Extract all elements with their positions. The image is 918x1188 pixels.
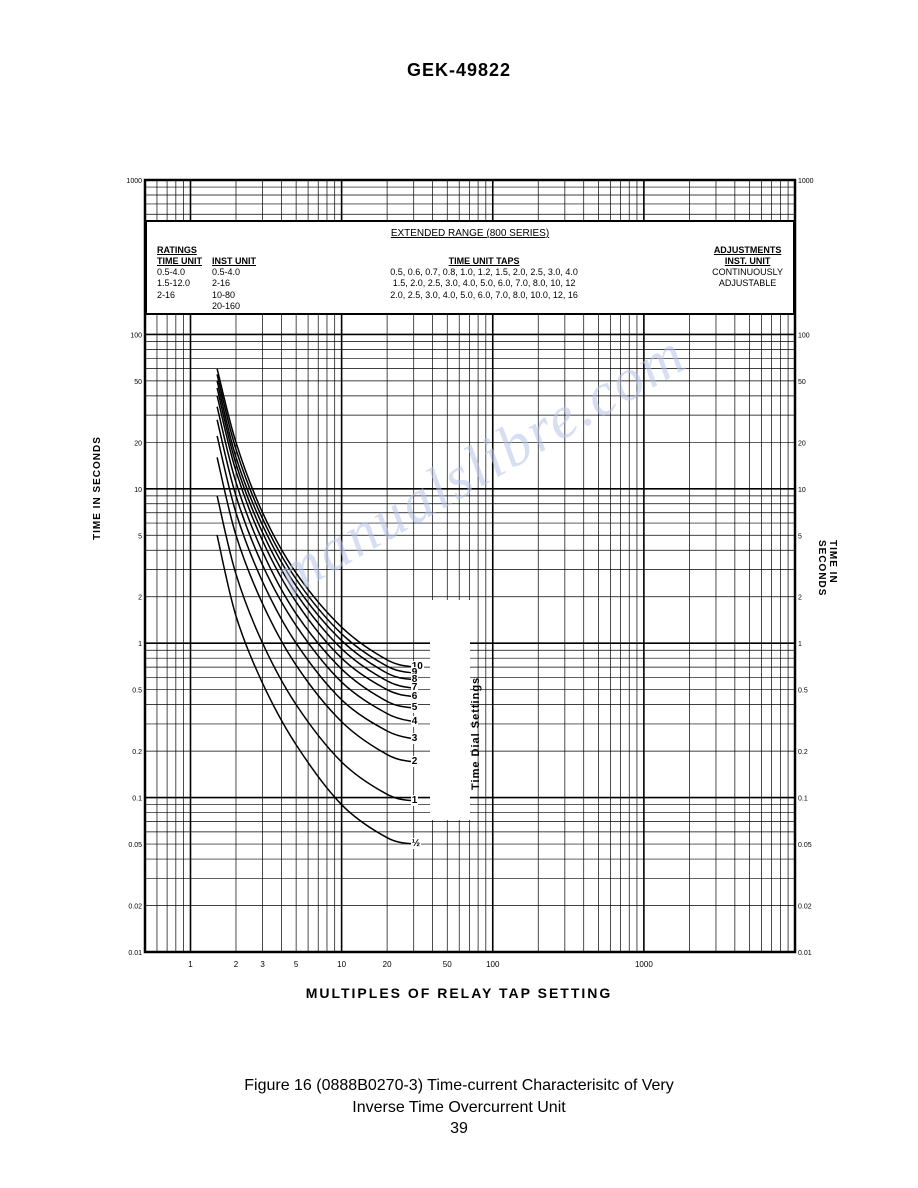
svg-text:50: 50 [134, 379, 142, 386]
adj-header: ADJUSTMENTS [712, 245, 783, 256]
svg-text:5: 5 [138, 533, 142, 540]
svg-text:0.2: 0.2 [798, 749, 808, 756]
inst-unit-val-0: 0.5-4.0 [212, 267, 256, 278]
svg-text:1000: 1000 [798, 178, 814, 185]
svg-text:0.1: 0.1 [132, 796, 142, 803]
svg-text:0.1: 0.1 [798, 796, 808, 803]
dial-settings-label: Time Dial Settings [470, 677, 482, 790]
caption-line-1: Figure 16 (0888B0270-3) Time-current Cha… [244, 1077, 674, 1094]
svg-text:1000: 1000 [635, 960, 653, 969]
svg-text:100: 100 [486, 960, 500, 969]
caption-line-2: Inverse Time Overcurrent Unit [352, 1099, 565, 1116]
dial-number-5: 5 [411, 702, 419, 713]
svg-text:0.2: 0.2 [132, 749, 142, 756]
svg-text:1: 1 [798, 641, 802, 648]
dial-number-1: 1 [411, 795, 419, 806]
svg-text:5: 5 [798, 533, 802, 540]
svg-text:0.5: 0.5 [132, 688, 142, 695]
taps-header: TIME UNIT TAPS [266, 256, 702, 267]
taps-val-2: 2.0, 2.5, 3.0, 4.0, 5.0, 6.0, 7.0, 8.0, … [266, 290, 702, 301]
adj-col: ADJUSTMENTS INST. UNIT CONTINUOUSLY ADJU… [712, 245, 783, 313]
svg-text:20: 20 [134, 440, 142, 447]
svg-text:50: 50 [798, 379, 806, 386]
taps-col: TIME UNIT TAPS 0.5, 0.6, 0.7, 0.8, 1.0, … [266, 245, 702, 313]
document-page: GEK-49822 1 2 3 5 10 20 50 100 1000 0.01 0.01 0.02 0… [0, 0, 918, 1188]
adj-sub-header: INST. UNIT [712, 256, 783, 267]
svg-text:10: 10 [798, 487, 806, 494]
taps-val-1: 1.5, 2.0, 2.5, 3.0, 4.0, 5.0, 6.0, 7.0, … [266, 278, 702, 289]
svg-text:0.01: 0.01 [798, 950, 812, 957]
y-axis-label-left: TIME IN SECONDS [92, 436, 103, 540]
svg-text:0.02: 0.02 [128, 904, 142, 911]
svg-text:5: 5 [294, 960, 299, 969]
taps-val-0: 0.5, 0.6, 0.7, 0.8, 1.0, 1.2, 1.5, 2.0, … [266, 267, 702, 278]
svg-text:50: 50 [443, 960, 452, 969]
info-box-title: EXTENDED RANGE (800 SERIES) [157, 228, 783, 241]
adj-val-0: CONTINUOUSLY [712, 267, 783, 278]
inst-unit-val-1: 2-16 [212, 278, 256, 289]
page-number: 39 [0, 1120, 918, 1138]
time-unit-val-2: 2-16 [157, 290, 202, 301]
svg-text:10: 10 [134, 487, 142, 494]
svg-text:2: 2 [138, 595, 142, 602]
svg-text:100: 100 [130, 332, 142, 339]
time-unit-val-0: 0.5-4.0 [157, 267, 202, 278]
inst-unit-col: INST UNIT 0.5-4.0 2-16 10-80 20-160 [212, 245, 256, 313]
svg-text:20: 20 [798, 440, 806, 447]
ratings-header: RATINGS [157, 245, 202, 256]
dial-number-3: 3 [411, 733, 419, 744]
dial-label-box [430, 600, 470, 820]
svg-text:1000: 1000 [126, 178, 142, 185]
svg-text:1: 1 [138, 641, 142, 648]
svg-text:100: 100 [798, 332, 810, 339]
svg-text:3: 3 [260, 960, 265, 969]
inst-unit-header: INST UNIT [212, 256, 256, 267]
svg-text:20: 20 [383, 960, 392, 969]
svg-text:0.02: 0.02 [798, 904, 812, 911]
time-unit-val-1: 1.5-12.0 [157, 278, 202, 289]
figure-caption: Figure 16 (0888B0270-3) Time-current Cha… [0, 1075, 918, 1118]
svg-text:0.05: 0.05 [128, 842, 142, 849]
x-axis-label: MULTIPLES OF RELAY TAP SETTING [0, 985, 918, 1001]
inst-unit-val-3: 20-160 [212, 301, 256, 312]
ratings-col: RATINGS TIME UNIT 0.5-4.0 1.5-12.0 2-16 [157, 245, 202, 313]
adj-val-1: ADJUSTABLE [712, 278, 783, 289]
svg-text:1: 1 [188, 960, 193, 969]
time-unit-header: TIME UNIT [157, 256, 202, 267]
inst-unit-val-2: 10-80 [212, 290, 256, 301]
svg-text:2: 2 [234, 960, 239, 969]
dial-number-½: ½ [411, 838, 421, 849]
dial-number-2: 2 [411, 756, 419, 767]
svg-text:10: 10 [337, 960, 346, 969]
svg-text:0.01: 0.01 [128, 950, 142, 957]
svg-text:0.05: 0.05 [798, 842, 812, 849]
y-axis-label-right: TIME IN SECONDS [816, 540, 838, 620]
document-header: GEK-49822 [0, 60, 918, 81]
dial-number-4: 4 [411, 716, 419, 727]
dial-number-6: 6 [411, 691, 419, 702]
svg-text:2: 2 [798, 595, 802, 602]
extended-range-info-box: EXTENDED RANGE (800 SERIES) RATINGS TIME… [145, 220, 795, 315]
svg-text:0.5: 0.5 [798, 688, 808, 695]
